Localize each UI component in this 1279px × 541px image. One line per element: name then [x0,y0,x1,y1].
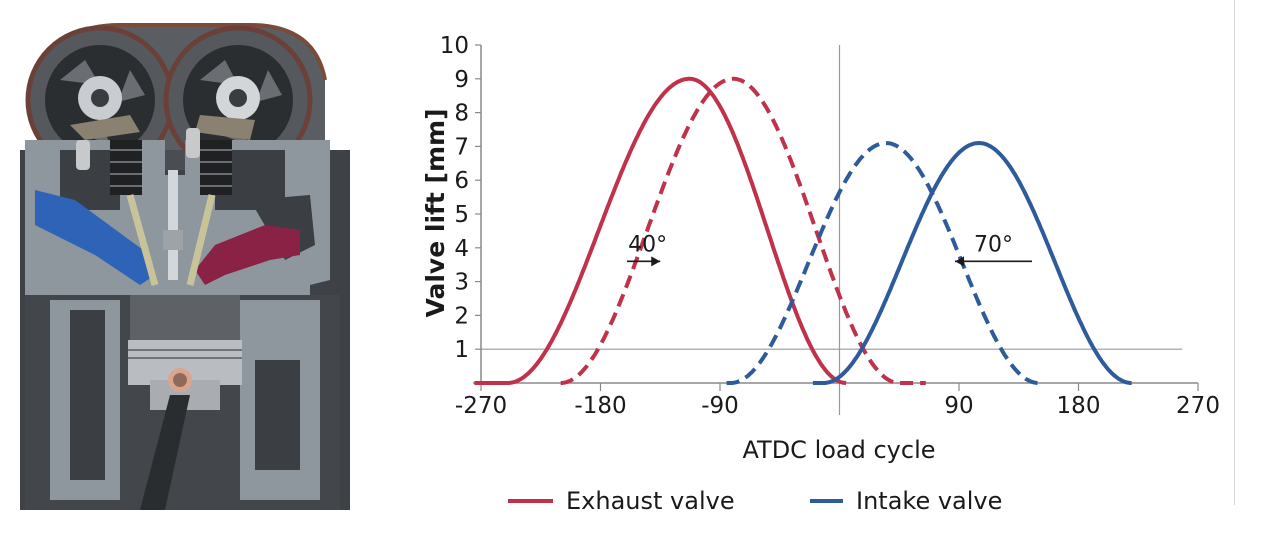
x-axis-label: ATDC load cycle [742,436,935,464]
exhaust-port [195,225,300,285]
series-line-intake-valve [812,141,1133,385]
series-line-intake-valve-shifted [726,141,1040,385]
annotation-arrowhead-icon [955,256,965,267]
legend-label-intake: Intake valve [856,487,1002,515]
x-tick-label: 90 [944,393,973,419]
y-axis-label: Valve lift [mm] [421,109,450,318]
legend-item-intake: Intake valve [810,487,1002,515]
series-line-exhaust-valve-shifted [560,76,927,385]
annotation-label: 70° [974,232,1013,257]
valve-lift-chart: 1 2 3 4 5 6 7 8 9 10 -270 -180 -90 90 180 270 40° 70° Va… [421,33,1220,515]
y-tick-label: 10 [440,33,469,59]
y-tick-label: 9 [454,67,469,93]
y-tick-label: 4 [454,236,469,262]
engine-cutaway-illustration [20,23,350,510]
x-tick-label: 180 [1057,393,1101,419]
axes: 1 2 3 4 5 6 7 8 9 10 -270 -180 -90 90 180 270 [440,33,1220,419]
intake-cam-sprocket [163,25,313,175]
y-tick-label: 5 [454,202,469,228]
legend-label-exhaust: Exhaust valve [566,487,735,515]
series-line-exhaust-valve [473,76,847,385]
legend: Exhaust valve Intake valve [508,487,1002,515]
right-divider [1234,0,1235,505]
y-tick-label: 2 [454,303,469,329]
annotation-label: 40° [628,232,667,257]
y-tick-label: 3 [454,270,469,296]
x-tick-label: -180 [574,393,626,419]
x-tick-label: -90 [701,393,739,419]
y-tick-label: 1 [454,337,469,363]
intake-port [35,190,155,285]
x-tick-label: 270 [1176,393,1220,419]
engine-block [20,23,350,510]
annotations: 40° 70° [627,232,1033,267]
y-tick-label: 8 [454,101,469,127]
x-tick-label: -270 [455,393,507,419]
y-tick-label: 7 [454,134,469,160]
legend-item-exhaust: Exhaust valve [508,487,735,515]
annotation-arrowhead-icon [651,256,661,267]
y-tick-label: 6 [454,168,469,194]
reference-lines [481,45,1182,415]
series-group [473,76,1133,385]
